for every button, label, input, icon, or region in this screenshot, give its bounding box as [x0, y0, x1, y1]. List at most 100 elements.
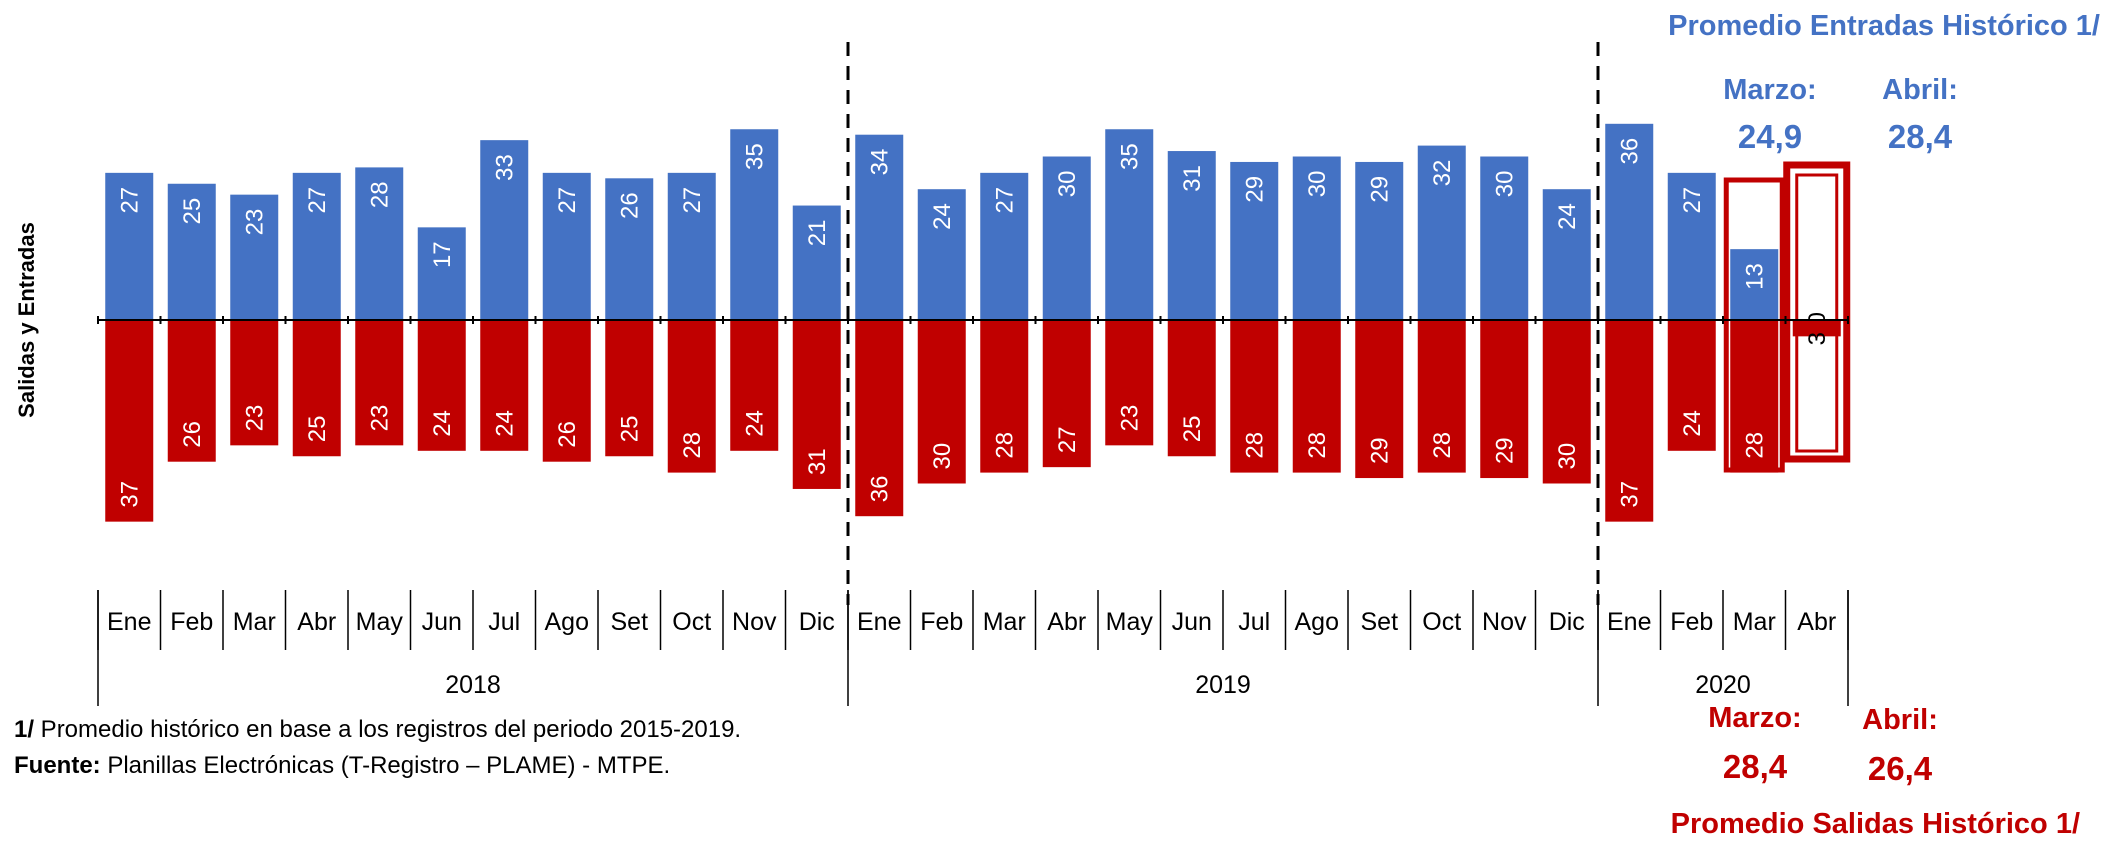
bar-label-salidas: 28 [1741, 432, 1768, 459]
bar-entradas [917, 189, 966, 320]
x-tick-label: Nov [732, 608, 777, 636]
x-tick-label: Ene [1607, 608, 1651, 636]
bar-entradas [1542, 189, 1591, 320]
bar-label-salidas: 25 [304, 416, 331, 443]
bar-entradas [1730, 249, 1779, 320]
salidas-abril-label: Abril: [1862, 704, 1938, 736]
entradas-average-title: Promedio Entradas Histórico 1/ [1668, 10, 2100, 42]
bar-salidas [917, 320, 966, 484]
year-label: 2019 [1195, 671, 1251, 699]
x-tick-label: Oct [672, 608, 711, 636]
x-tick-label: Set [1360, 608, 1398, 636]
x-tick-label: Abr [1797, 608, 1836, 636]
bar-salidas [1105, 320, 1154, 446]
bar-label-salidas: 28 [1304, 432, 1331, 459]
bar-entradas [1417, 145, 1466, 320]
salidas-marzo-value: 28,4 [1722, 748, 1788, 785]
bar-salidas [1230, 320, 1279, 473]
bar-entradas [105, 172, 154, 320]
bar-label-salidas: 31 [804, 448, 831, 475]
bar-label-entradas: 31 [1179, 165, 1206, 192]
bar-salidas [980, 320, 1029, 473]
bar-label-salidas: 30 [1554, 443, 1581, 470]
year-label: 2018 [445, 671, 501, 699]
bar-salidas [1355, 320, 1404, 479]
bar-salidas [1480, 320, 1529, 479]
bar-label-salidas: 24 [491, 410, 518, 437]
x-tick-label: Feb [920, 608, 963, 636]
bar-label-salidas: 28 [679, 432, 706, 459]
bar-label-entradas: 13 [1741, 263, 1768, 290]
bar-entradas [1167, 151, 1216, 320]
bar-entradas [417, 227, 466, 320]
bar-label-entradas: 24 [1554, 203, 1581, 230]
bar-salidas [1667, 320, 1716, 451]
bar-label-entradas: 33 [491, 154, 518, 181]
bar-label-entradas: 36 [1616, 138, 1643, 165]
footnote-text: Promedio histórico en base a los registr… [34, 716, 742, 743]
bar-salidas [230, 320, 279, 446]
bar-label-salidas: 28 [991, 432, 1018, 459]
bar-label-entradas: 26 [616, 192, 643, 219]
footnote-prefix: 1/ [14, 716, 35, 743]
x-tick-label: Jul [488, 608, 520, 636]
highlight-box-abril-inner [1795, 173, 1839, 453]
bar-entradas [230, 194, 279, 320]
highlight-box-marzo [1723, 177, 1785, 473]
bar-entradas [1292, 156, 1341, 320]
bar-label-entradas: 30 [1304, 171, 1331, 198]
bar-entradas [1105, 129, 1154, 320]
bar-label-entradas: 27 [679, 187, 706, 214]
bar-salidas [1042, 320, 1091, 468]
bar-salidas [292, 320, 341, 457]
bar-entradas [1480, 156, 1529, 320]
x-tick-label: Feb [170, 608, 213, 636]
y-axis-label: Salidas y Entradas [14, 222, 39, 418]
bar-salidas [855, 320, 904, 517]
bar-label-salidas: 30 [929, 443, 956, 470]
axes-layer: Ene Feb Mar Abr May Jun Jul Ago Set Oct Nov Dic Ene F… [97, 42, 1849, 706]
bar-label-salidas: 26 [554, 421, 581, 448]
x-tick-label: Nov [1482, 608, 1527, 636]
bar-label-salidas: 36 [866, 475, 893, 502]
x-tick-label: Feb [1670, 608, 1713, 636]
x-tick-label: Abr [1047, 608, 1086, 636]
bar-label-salidas: 23 [1116, 405, 1143, 432]
x-tick-label: Ago [545, 608, 589, 636]
bar-label-salidas: 24 [1679, 410, 1706, 437]
bar-salidas [667, 320, 716, 473]
bar-label-salidas: 26 [179, 421, 206, 448]
bar-label-entradas: 27 [554, 187, 581, 214]
x-tick-label: Mar [233, 608, 276, 636]
bar-entradas [480, 140, 529, 320]
bar-salidas [1792, 320, 1841, 337]
salidas-marzo-label: Marzo: [1708, 702, 1802, 734]
bar-entradas [792, 205, 841, 320]
bar-label-salidas: 28 [1429, 432, 1456, 459]
bar-salidas [105, 320, 154, 522]
x-tick-label: May [356, 608, 404, 636]
bar-label-entradas: 34 [866, 149, 893, 176]
bar-salidas [1542, 320, 1591, 484]
bar-label-entradas: 30 [1491, 171, 1518, 198]
x-tick-label: Jul [1238, 608, 1270, 636]
x-tick-label: Jun [1172, 608, 1212, 636]
bar-entradas [292, 172, 341, 320]
bars-layer: 27 37 25 26 23 23 27 25 28 23 17 24 33 24 27 26 26 25 27 28… [105, 123, 1851, 522]
bar-entradas [542, 172, 591, 320]
bar-salidas [480, 320, 529, 451]
year-label: 2020 [1695, 671, 1751, 699]
x-tick-label: May [1106, 608, 1154, 636]
x-tick-label: Jun [422, 608, 462, 636]
footnote-historical: 1/ Promedio histórico en base a los regi… [14, 716, 741, 744]
bar-label-salidas: 25 [1179, 416, 1206, 443]
bar-label-entradas: 27 [304, 187, 331, 214]
source-prefix: Fuente: [14, 752, 101, 779]
bar-label-salidas: 3 [1804, 332, 1831, 345]
x-tick-label: Mar [1733, 608, 1776, 636]
x-tick-label: Ago [1295, 608, 1339, 636]
x-tick-label: Mar [983, 608, 1026, 636]
x-tick-label: Oct [1422, 608, 1461, 636]
bar-label-salidas: 25 [616, 416, 643, 443]
